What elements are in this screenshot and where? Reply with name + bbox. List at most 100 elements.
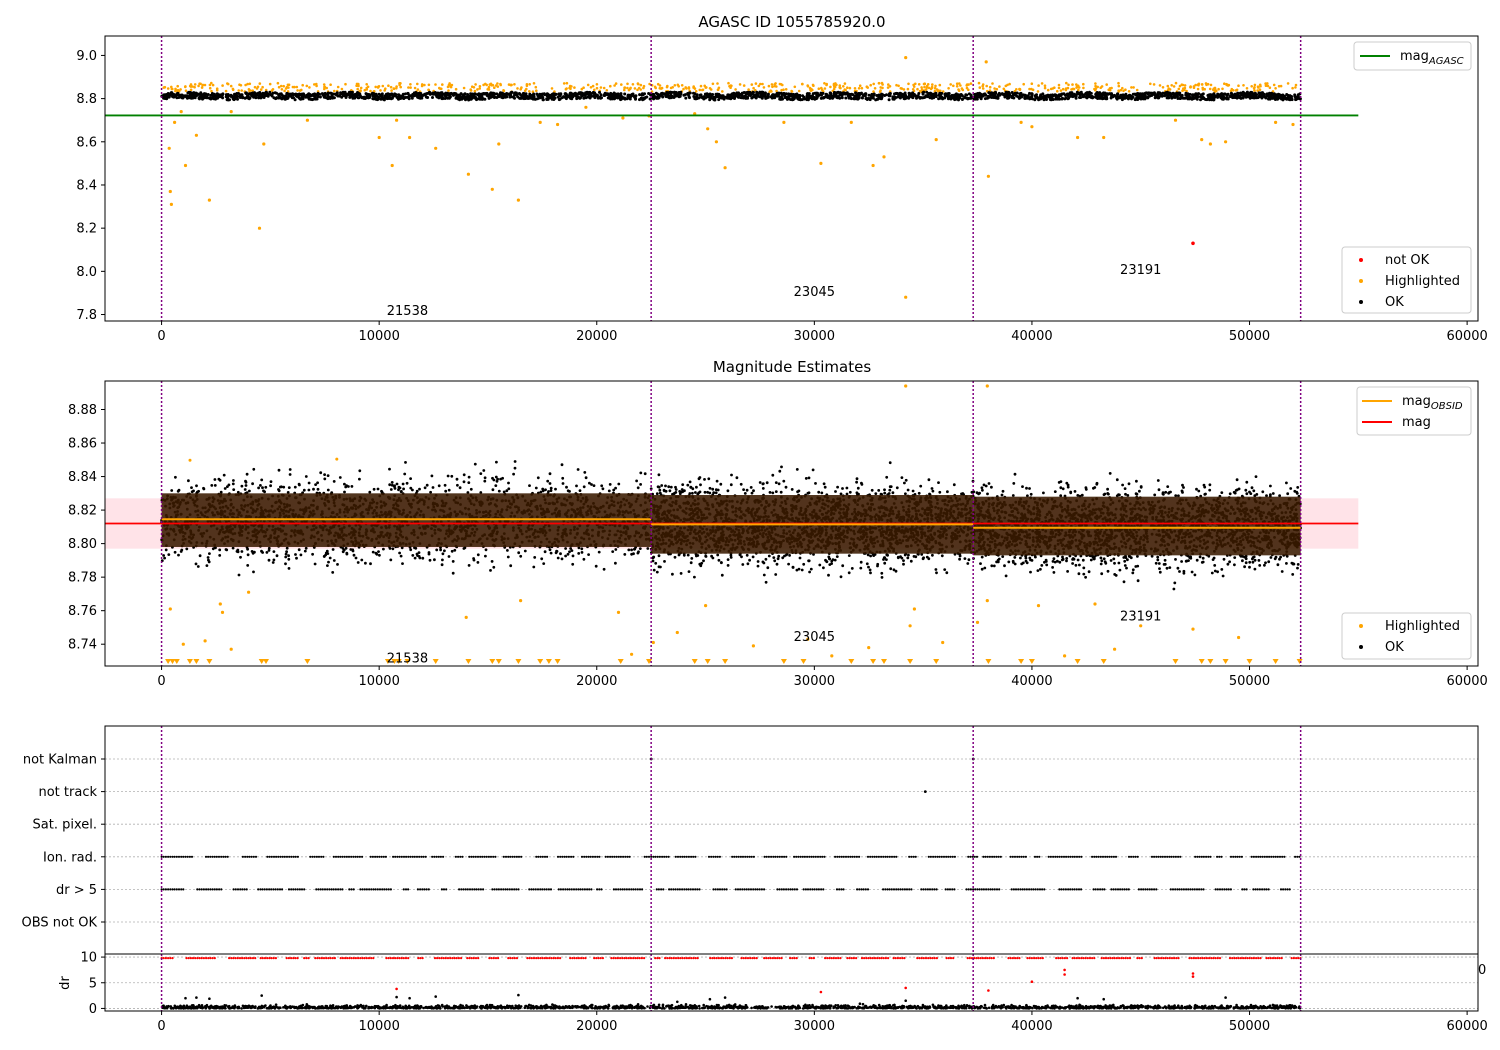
highlighted-point: [423, 83, 426, 87]
ok-point: [797, 94, 801, 97]
highlighted-point: [407, 86, 410, 89]
highlighted-point: [420, 83, 424, 86]
legend-swatch-ok: [1359, 300, 1363, 304]
ok-point: [513, 460, 517, 463]
highlighted-point: [703, 84, 706, 88]
highlighted-point: [201, 84, 204, 87]
ok-point: [522, 91, 525, 95]
ok-point: [458, 486, 462, 490]
highlighted-point: [365, 83, 369, 86]
highlighted-point: [198, 82, 201, 85]
ok-point: [1262, 93, 1265, 97]
highlighted-point: [694, 90, 698, 93]
ok-point: [1169, 93, 1173, 97]
ok-point: [443, 549, 446, 553]
ok-point: [165, 94, 169, 98]
highlighted-point: [658, 87, 662, 90]
ok-point: [976, 95, 979, 99]
ok-point: [431, 96, 434, 99]
ok-point: [602, 94, 606, 97]
ok-point: [1155, 95, 1158, 99]
highlighted-point: [1294, 86, 1297, 89]
ok-point: [190, 486, 193, 489]
highlighted-point: [253, 85, 257, 89]
ok-point: [733, 93, 737, 96]
highlighted-point: [1200, 138, 1204, 142]
ok-point: [683, 93, 687, 97]
highlighted-point: [687, 86, 691, 89]
ok-point: [656, 95, 660, 99]
panel1-title: AGASC ID 1055785920.0: [698, 13, 885, 31]
ok-point: [492, 565, 496, 569]
ok-point: [287, 567, 291, 570]
ok-point: [374, 551, 378, 555]
ok-point: [278, 95, 282, 99]
highlighted-point: [904, 56, 908, 60]
highlighted-point: [1258, 88, 1262, 91]
highlighted-point: [532, 82, 536, 85]
ok-point: [327, 560, 330, 564]
highlighted-point: [811, 88, 814, 92]
ok-point: [1201, 92, 1205, 96]
highlighted-point: [516, 87, 519, 90]
ok-point: [402, 97, 406, 100]
highlighted-point: [264, 88, 268, 92]
highlighted-point: [790, 89, 793, 93]
highlighted-point: [369, 89, 372, 93]
highlighted-point: [478, 85, 482, 88]
highlighted-point: [1002, 87, 1006, 91]
highlighted-point: [1203, 87, 1206, 91]
highlighted-point: [246, 82, 249, 86]
ok-point: [558, 97, 562, 101]
ok-point: [526, 97, 530, 100]
ok-point: [561, 482, 565, 485]
ok-point: [425, 483, 429, 487]
ok-point: [815, 92, 818, 96]
ok-point: [638, 547, 642, 550]
ok-point: [418, 96, 422, 100]
ok-point: [405, 481, 409, 485]
ok-point: [467, 481, 471, 484]
highlighted-point: [939, 89, 942, 93]
highlighted-point: [493, 86, 496, 89]
highlighted-point: [1237, 84, 1240, 87]
ok-point: [236, 490, 240, 494]
highlighted-point: [248, 82, 252, 86]
ok-point: [745, 92, 749, 96]
ok-point: [1138, 96, 1142, 100]
ok-point: [601, 487, 605, 491]
ok-point: [377, 550, 380, 553]
ok-point: [1057, 97, 1061, 101]
ok-point: [1079, 90, 1083, 94]
highlighted-point: [377, 135, 381, 140]
ok-point: [250, 92, 253, 96]
ok-point: [636, 486, 640, 490]
highlighted-point: [1170, 84, 1173, 87]
highlighted-point: [832, 87, 836, 91]
ok-point: [243, 96, 247, 100]
highlighted-point: [1227, 83, 1231, 87]
ok-point: [944, 93, 948, 97]
highlighted-point: [1205, 83, 1208, 87]
highlighted-point: [829, 85, 832, 89]
ok-point: [284, 562, 287, 566]
ok-point: [509, 91, 513, 95]
ok-point: [896, 95, 900, 99]
ok-point: [447, 488, 451, 492]
ok-point: [455, 477, 459, 481]
ok-point: [651, 93, 655, 97]
ok-point: [296, 94, 299, 97]
highlighted-point: [949, 83, 952, 86]
highlighted-point: [881, 86, 884, 90]
ok-point: [210, 484, 214, 487]
panel1-legend-bottom: not OK Highlighted OK: [1341, 246, 1472, 314]
ok-point: [528, 484, 531, 487]
ok-point: [252, 467, 256, 471]
ok-point: [612, 91, 616, 95]
highlighted-point: [747, 88, 750, 91]
ok-point: [269, 480, 273, 483]
highlighted-point: [1224, 140, 1228, 144]
highlighted-point: [323, 87, 326, 91]
highlighted-point: [1264, 82, 1267, 85]
ok-point: [235, 92, 239, 95]
